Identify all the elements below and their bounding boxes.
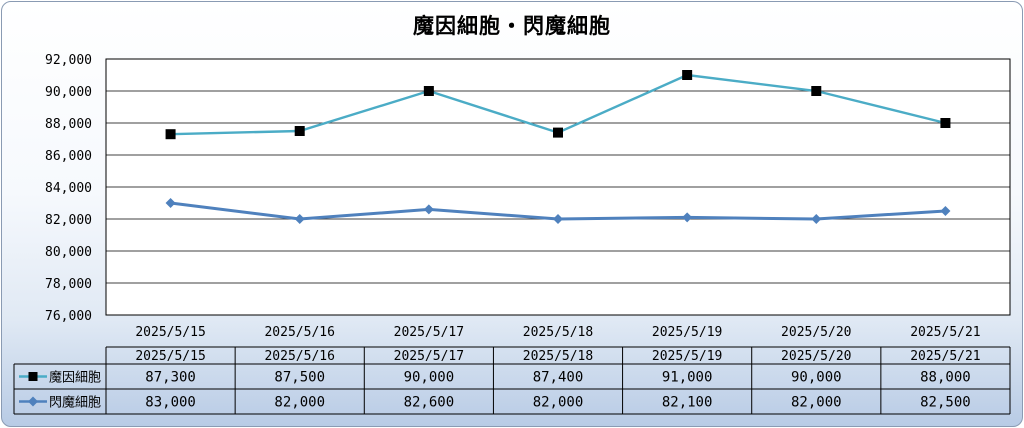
- table-header-cell: 2025/5/15: [135, 349, 205, 364]
- data-point: [423, 86, 434, 96]
- table-value-cell: 82,000: [533, 395, 584, 411]
- data-point: [294, 126, 305, 136]
- legend-marker: [28, 372, 38, 381]
- data-point: [553, 127, 563, 138]
- table-value-cell: 90,000: [791, 370, 842, 386]
- data-point: [553, 214, 563, 224]
- table-value-cell: 91,000: [662, 370, 713, 386]
- y-tick-label: 90,000: [45, 85, 92, 100]
- data-point: [165, 198, 176, 208]
- y-tick-label: 84,000: [45, 181, 92, 196]
- legend-marker: [28, 396, 38, 407]
- table-value-cell: 82,000: [791, 395, 842, 411]
- table-value-cell: 88,000: [920, 370, 971, 386]
- table-header-cell: 2025/5/19: [652, 349, 722, 364]
- table-value-cell: 82,000: [274, 395, 325, 411]
- x-tick-label: 2025/5/18: [523, 325, 593, 340]
- table-value-cell: 82,500: [920, 395, 971, 411]
- y-tick-label: 86,000: [45, 149, 92, 164]
- x-tick-label: 2025/5/20: [781, 325, 851, 340]
- data-point: [294, 214, 305, 224]
- table-value-cell: 87,500: [274, 370, 325, 386]
- y-tick-label: 88,000: [45, 117, 92, 132]
- table-header-cell: 2025/5/18: [523, 349, 593, 364]
- table-header-cell: 2025/5/21: [910, 349, 980, 364]
- table-value-cell: 82,100: [662, 395, 713, 411]
- table-header-cell: 2025/5/16: [264, 349, 334, 364]
- legend-series-name: 閃魔細胞: [49, 396, 101, 411]
- chart-title: 魔因細胞・閃魔細胞: [413, 14, 611, 38]
- x-tick-label: 2025/5/21: [910, 325, 980, 340]
- x-tick-label: 2025/5/19: [652, 325, 722, 340]
- x-tick-label: 2025/5/17: [394, 325, 464, 340]
- y-tick-label: 80,000: [45, 245, 92, 260]
- data-point: [682, 70, 693, 80]
- table-value-cell: 82,600: [404, 395, 455, 411]
- table-value-cell: 87,400: [533, 370, 584, 386]
- x-tick-label: 2025/5/15: [135, 325, 205, 340]
- y-tick-label: 76,000: [45, 309, 92, 324]
- data-point: [811, 214, 822, 224]
- legend-series-name: 魔因細胞: [49, 371, 101, 386]
- x-tick-label: 2025/5/16: [264, 325, 334, 340]
- table-value-cell: 83,000: [145, 395, 196, 411]
- data-point: [423, 204, 434, 215]
- table-value-cell: 90,000: [404, 370, 455, 386]
- y-tick-label: 82,000: [45, 213, 92, 228]
- data-point: [682, 212, 693, 223]
- y-tick-label: 78,000: [45, 277, 92, 292]
- data-point: [165, 129, 176, 140]
- data-point: [940, 118, 951, 128]
- data-point: [940, 206, 951, 216]
- table-value-cell: 87,300: [145, 370, 196, 386]
- table-header-cell: 2025/5/17: [394, 349, 464, 364]
- table-header-cell: 2025/5/20: [781, 349, 851, 364]
- data-point: [811, 86, 822, 96]
- y-tick-label: 92,000: [45, 53, 92, 68]
